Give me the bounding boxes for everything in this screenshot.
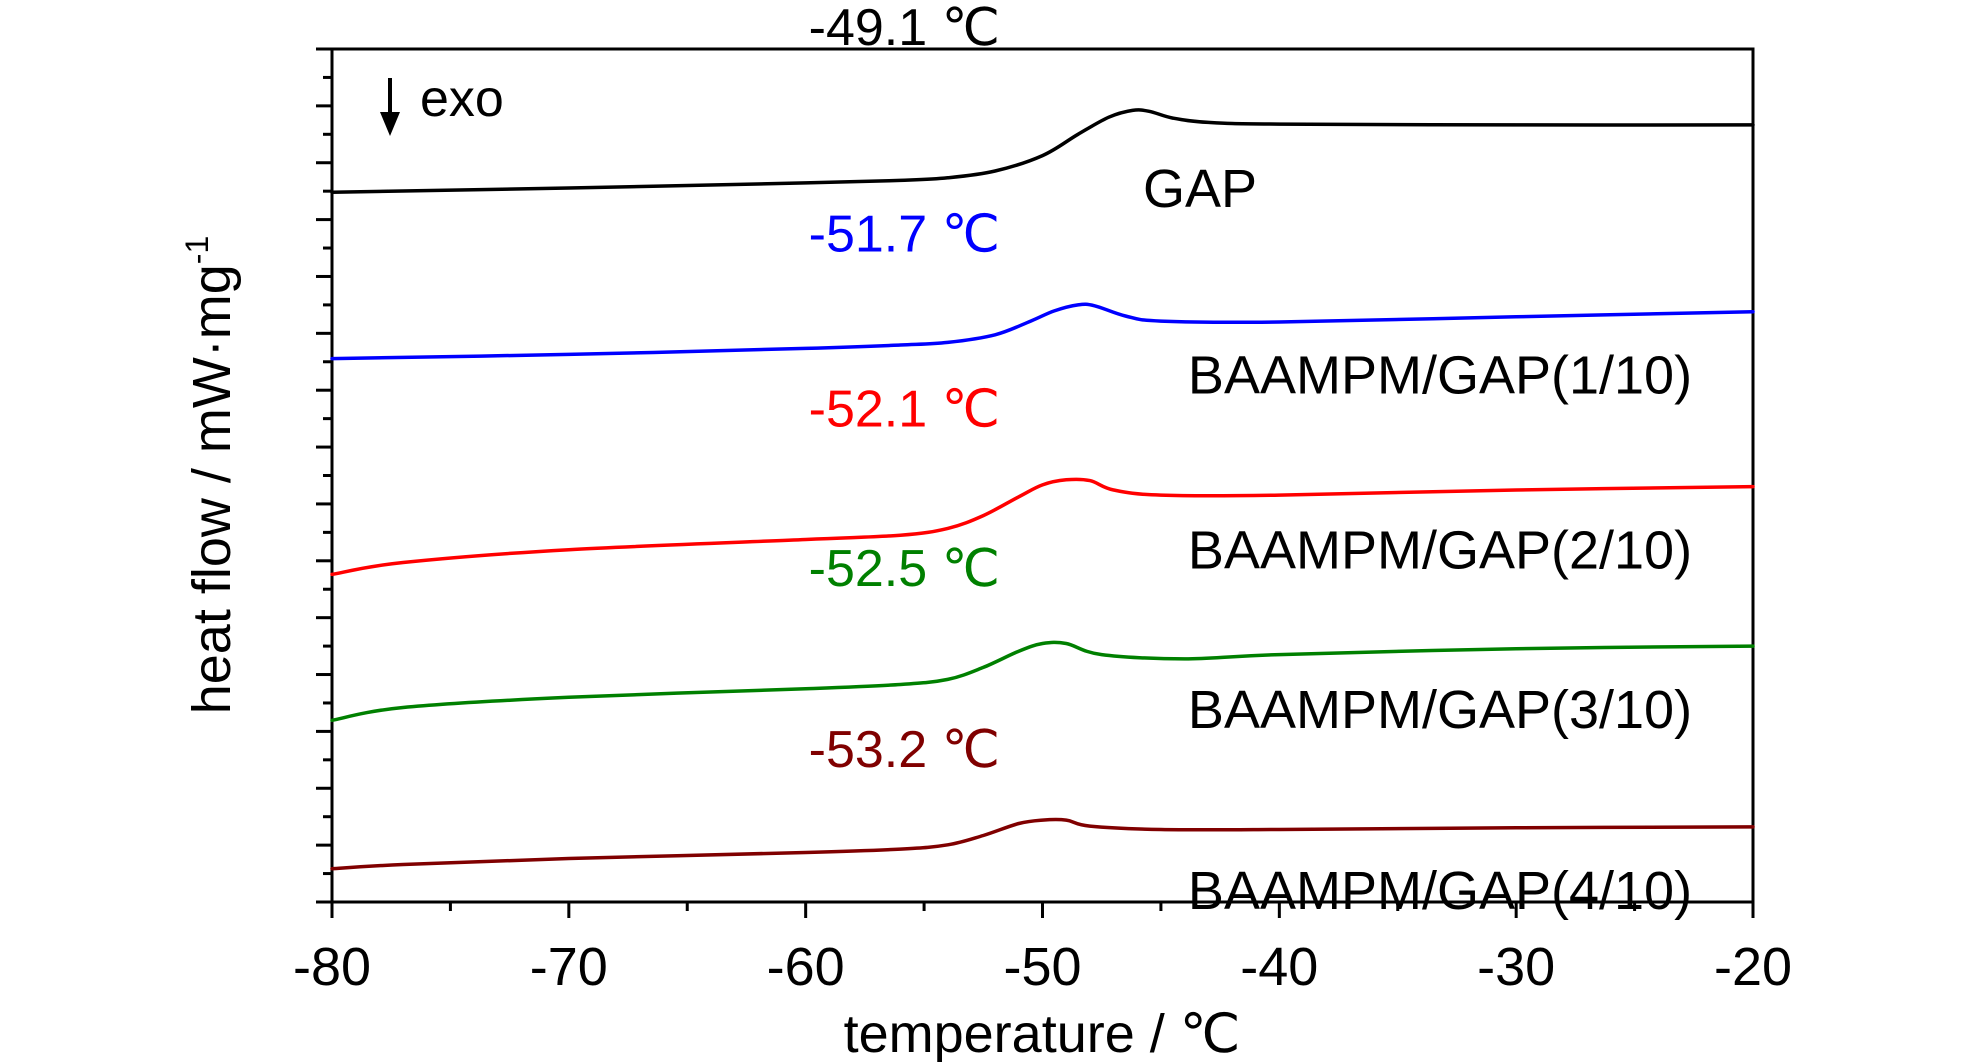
series-line-baampm-gap-1-10: [330, 302, 1755, 361]
exo-arrow-down-icon: [380, 112, 400, 136]
tg-label: -51.7 ℃: [809, 206, 1000, 264]
x-axis-label: temperature / ℃: [844, 1004, 1241, 1062]
tg-label: -52.1 ℃: [809, 381, 1000, 439]
series-name-label: BAAMPM/GAP(4/10): [1188, 861, 1692, 921]
series-line-baampm-gap-3-10: [330, 640, 1755, 723]
series-lines: [330, 108, 1755, 871]
exo-annotation: exo: [380, 70, 504, 136]
y-axis-ticks: [316, 47, 332, 904]
x-tick-label: -50: [1003, 937, 1081, 997]
x-tick-label: -70: [530, 937, 608, 997]
y-axis-label-superscript: -1: [179, 236, 215, 264]
y-axis-label: heat flow / mW·mg-1: [179, 236, 242, 715]
x-tick-labels: -80 -70 -60 -50 -40 -30 -20: [293, 937, 1792, 997]
tg-label: -49.1 ℃: [809, 0, 1000, 57]
series-name-label: GAP: [1143, 159, 1257, 219]
x-tick-label: -30: [1477, 937, 1555, 997]
series-line-baampm-gap-4-10: [330, 817, 1755, 871]
series-line-gap: [330, 108, 1755, 195]
series-name-label: BAAMPM/GAP(2/10): [1188, 521, 1692, 581]
tg-label: -53.2 ℃: [809, 721, 1000, 779]
series-line-baampm-gap-2-10: [330, 477, 1755, 577]
x-tick-label: -60: [767, 937, 845, 997]
y-axis-label-main: heat flow / mW·mg: [182, 264, 242, 714]
x-tick-label: -20: [1714, 937, 1792, 997]
series-name-label: BAAMPM/GAP(1/10): [1188, 346, 1692, 406]
x-tick-label: -80: [293, 937, 371, 997]
exo-label: exo: [420, 70, 504, 128]
x-tick-label: -40: [1240, 937, 1318, 997]
plot-frame: [330, 47, 1755, 904]
series-labels: GAP -49.1 ℃ BAAMPM/GAP(1/10) -51.7 ℃ BAAMPM/…: [809, 0, 1692, 921]
series-name-label: BAAMPM/GAP(3/10): [1188, 680, 1692, 740]
tg-label: -52.5 ℃: [809, 540, 1000, 598]
x-axis-ticks: [330, 902, 1755, 918]
